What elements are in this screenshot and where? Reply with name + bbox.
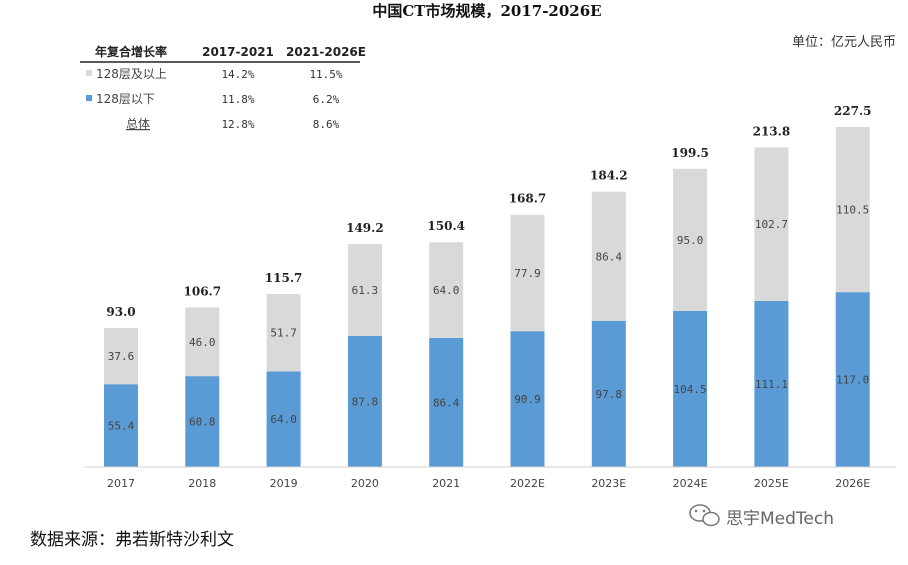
total-value-label: 184.2: [590, 169, 628, 183]
total-value-label: 199.5: [671, 146, 709, 160]
segment-value-label: 110.5: [836, 204, 869, 217]
bar-128-below: [185, 376, 220, 467]
x-tick-label: 2019: [270, 477, 298, 490]
growth-table-cell: 11.5%: [309, 68, 342, 81]
x-tick-label: 2017: [107, 477, 135, 490]
bar-128-above: [266, 294, 301, 372]
segment-value-label: 46.0: [189, 336, 216, 349]
growth-table-cell: 6.2%: [313, 93, 340, 106]
total-value-label: 149.2: [346, 221, 384, 235]
total-value-label: 106.7: [184, 284, 222, 298]
x-tick-label: 2024E: [673, 477, 708, 490]
total-value-label: 93.0: [106, 305, 135, 319]
bar-128-below: [591, 320, 626, 467]
bar-128-above: [510, 214, 545, 332]
growth-table-header-period-2: 2021-2026E: [286, 45, 366, 59]
segment-value-label: 86.4: [433, 396, 460, 409]
growth-table-cell: 11.8%: [221, 93, 254, 106]
x-tick-label: 2023E: [591, 477, 626, 490]
bar-128-below: [104, 384, 138, 467]
growth-table-total-label: 总体: [126, 117, 150, 131]
growth-table-cell: 8.6%: [313, 118, 340, 131]
segment-value-label: 51.7: [270, 327, 297, 340]
legend-marker-128-below: [86, 95, 92, 101]
growth-table-header-period-1: 2017-2021: [202, 45, 274, 59]
segment-value-label: 111.1: [755, 378, 788, 391]
bar-128-above: [673, 168, 708, 311]
growth-table-cell: 12.8%: [221, 118, 254, 131]
segment-value-label: 97.8: [596, 388, 623, 401]
total-value-label: 227.5: [834, 104, 872, 118]
bar-128-above: [754, 147, 789, 301]
growth-table-cell: 14.2%: [221, 68, 254, 81]
legend-label-128-above: 128层及以上: [96, 67, 167, 81]
bar-128-below: [754, 300, 789, 467]
segment-value-label: 87.8: [352, 395, 379, 408]
segment-value-label: 64.0: [270, 413, 297, 426]
bar-128-below: [266, 371, 301, 467]
chart-title: 中国CT市场规模，2017-2026E: [372, 2, 601, 20]
bar-128-below: [673, 310, 708, 467]
segment-value-label: 61.3: [352, 284, 379, 297]
watermark-text: 思宇MedTech: [726, 509, 834, 529]
bar-128-below: [835, 292, 870, 467]
x-tick-label: 2020: [351, 477, 379, 490]
segment-value-label: 102.7: [755, 218, 788, 231]
x-tick-label: 2022E: [510, 477, 545, 490]
total-value-label: 168.7: [509, 192, 547, 206]
total-value-label: 115.7: [265, 271, 303, 285]
x-tick-label: 2025E: [754, 477, 789, 490]
bar-128-above: [591, 191, 626, 321]
x-tick-label: 2021: [432, 477, 460, 490]
bar-128-above: [429, 242, 464, 338]
bar-128-below: [510, 331, 545, 467]
source-note: 数据来源：弗若斯特沙利文: [30, 530, 234, 550]
total-value-label: 150.4: [427, 219, 465, 233]
bar-128-below: [347, 335, 382, 467]
plot-area: 55.4 37.6 93.0 2017 60.8 46.0 106.7 2018 64.0 51.…: [104, 104, 871, 490]
segment-value-label: 77.9: [514, 267, 541, 280]
x-tick-label: 2018: [188, 477, 216, 490]
segment-value-label: 104.5: [674, 383, 707, 396]
segment-value-label: 60.8: [189, 416, 216, 429]
segment-value-label: 37.6: [108, 350, 135, 363]
segment-value-label: 86.4: [596, 250, 623, 263]
bar-128-below: [429, 337, 464, 467]
total-value-label: 213.8: [753, 124, 791, 138]
bar-128-above: [347, 244, 382, 336]
segment-value-label: 64.0: [433, 284, 460, 297]
segment-value-label: 117.0: [836, 374, 869, 387]
unit-label: 单位：亿元人民币: [792, 35, 896, 50]
bar-128-above: [835, 127, 870, 293]
legend-marker-128-above: [86, 70, 92, 76]
growth-table-header-label: 年复合增长率: [95, 44, 167, 59]
legend-label-128-below: 128层以下: [96, 92, 155, 106]
bar-128-above: [104, 328, 138, 385]
growth-table: 年复合增长率 2017-2021 2021-2026E 128层及以上 14.2…: [80, 44, 366, 131]
segment-value-label: 90.9: [514, 393, 541, 406]
segment-value-label: 95.0: [677, 234, 704, 247]
x-tick-label: 2026E: [835, 477, 870, 490]
wechat-icon: [689, 504, 720, 527]
bar-128-above: [185, 307, 220, 377]
segment-value-label: 55.4: [108, 420, 135, 433]
watermark: 思宇MedTech: [689, 504, 834, 529]
